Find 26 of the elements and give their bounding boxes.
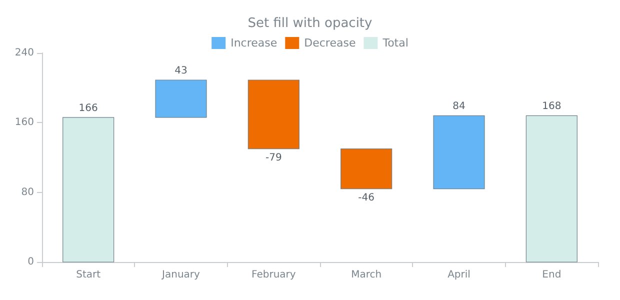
x-tick-label: February xyxy=(252,270,296,280)
bar xyxy=(248,80,300,150)
data-label: 166 xyxy=(78,102,98,114)
bar xyxy=(62,117,114,262)
x-tick-label: March xyxy=(351,270,382,280)
x-tick-label: April xyxy=(448,270,470,280)
x-tick-label: January xyxy=(161,270,200,280)
y-tick-label: 160 xyxy=(14,117,34,128)
y-tick-label: 240 xyxy=(14,48,34,58)
x-tick-label: End xyxy=(542,270,562,280)
bar xyxy=(433,115,485,190)
data-label: -46 xyxy=(358,192,375,204)
legend-label: Total xyxy=(382,36,408,50)
data-label: 168 xyxy=(542,101,562,112)
legend-label: Increase xyxy=(230,36,278,50)
data-label: 43 xyxy=(174,65,188,76)
data-label: 84 xyxy=(452,101,466,112)
x-tick-label: Start xyxy=(76,270,101,280)
bar xyxy=(155,80,207,118)
chart-title: Set fill with opacity xyxy=(248,16,373,31)
data-label: -79 xyxy=(265,152,282,164)
bar xyxy=(526,115,578,262)
y-tick-label: 0 xyxy=(28,256,34,268)
bar xyxy=(340,148,392,190)
legend-label: Decrease xyxy=(304,36,356,50)
y-tick-label: 80 xyxy=(21,186,34,198)
